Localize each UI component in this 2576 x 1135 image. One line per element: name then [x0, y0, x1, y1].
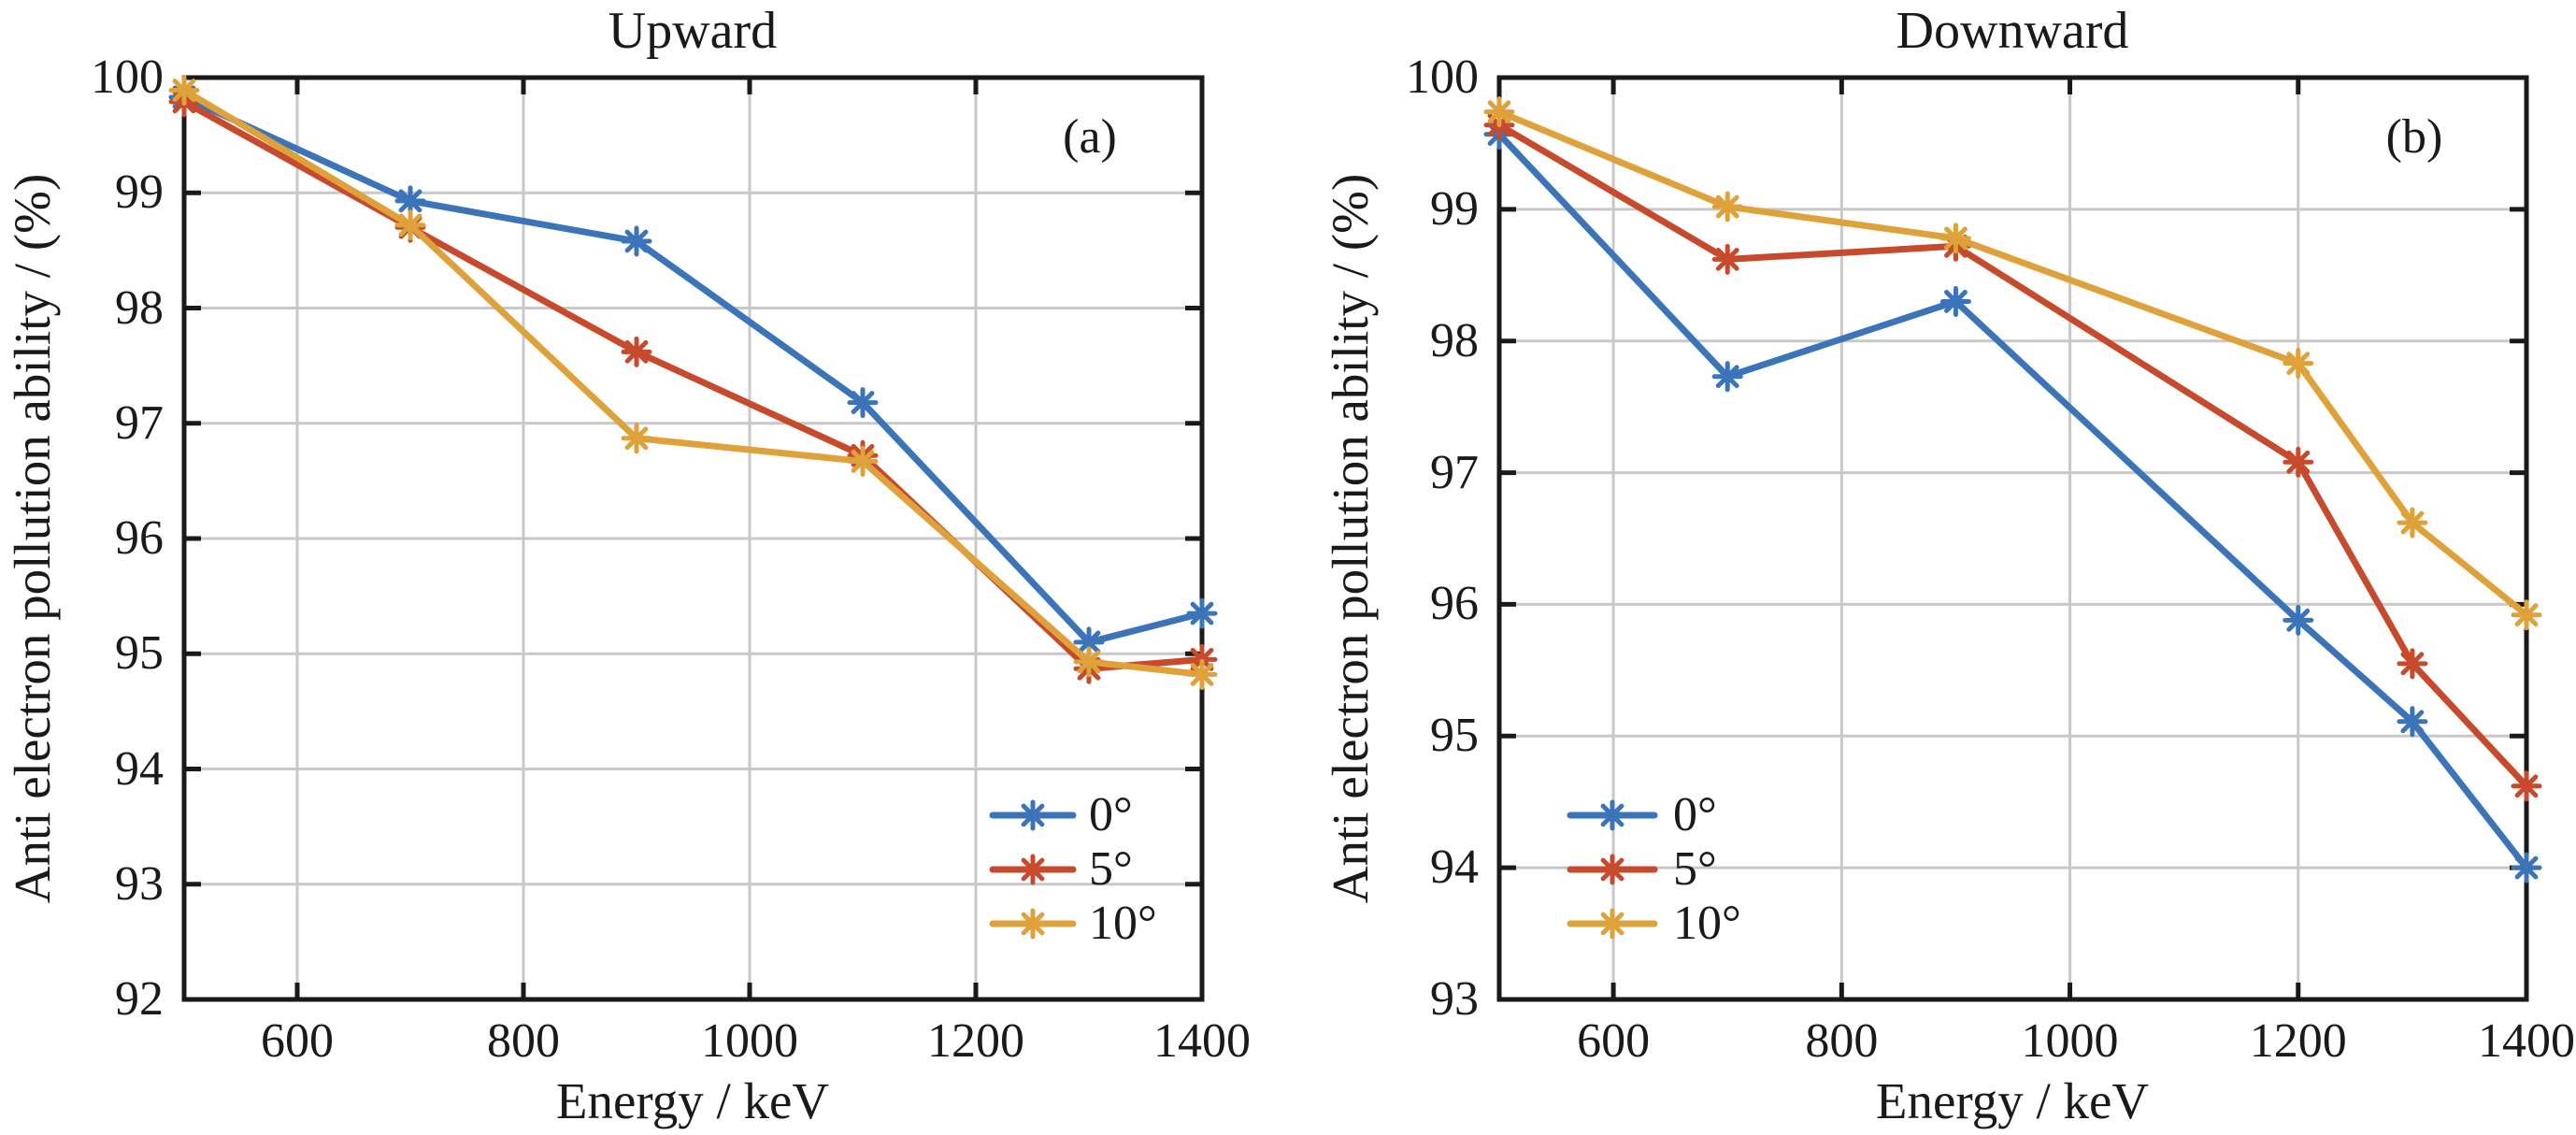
series-line-0deg: [1496, 131, 2530, 871]
x-tick-label: 800: [487, 1014, 560, 1068]
legend-label-0deg: 0°: [1673, 788, 1717, 841]
legend-marker-5deg: [1017, 854, 1049, 885]
y-tick-label: 92: [115, 972, 164, 1026]
y-tick-label: 94: [115, 741, 164, 796]
axes-box: [1496, 75, 2529, 1002]
x-tick-label: 1400: [2478, 1014, 2575, 1068]
series-markers-0deg: [1483, 119, 2542, 884]
panel-letter-label: (a): [1063, 110, 1117, 164]
legend-marker-5deg: [1596, 854, 1628, 885]
y-tick-label: 97: [1430, 445, 1479, 499]
y-tick-label: 100: [1406, 50, 1479, 104]
legend-label-5deg: 5°: [1089, 842, 1133, 896]
y-tick-label: 93: [1430, 972, 1479, 1026]
axis-label-x: Energy / keV: [555, 1072, 830, 1129]
y-tick-label: 93: [115, 856, 164, 911]
legend-marker-0deg: [1596, 799, 1628, 831]
x-tick-label: 600: [261, 1014, 334, 1068]
y-tick-label: 94: [1430, 840, 1479, 895]
y-tick-label: 95: [1430, 709, 1479, 763]
axis-label-y: Anti electron pollution ability / (%): [4, 173, 61, 904]
axis-label-x: Energy / keV: [1875, 1072, 2150, 1129]
panel-downward: [1483, 75, 2542, 1002]
y-tick-label: 96: [115, 511, 164, 565]
x-tick-label: 800: [1805, 1014, 1879, 1068]
y-tick-label: 95: [115, 626, 164, 681]
legend-label-0deg: 0°: [1089, 788, 1133, 841]
legend-label-5deg: 5°: [1673, 842, 1717, 896]
x-tick-label: 1400: [1153, 1014, 1251, 1068]
y-tick-label: 98: [1430, 313, 1479, 367]
y-tick-label: 99: [1430, 181, 1479, 236]
series-line-10deg: [1496, 108, 2530, 619]
series-markers-10deg: [168, 75, 1218, 690]
series-line-0deg: [180, 93, 1206, 646]
series-line-5deg: [1496, 122, 2530, 790]
y-tick-label: 96: [1430, 577, 1479, 631]
axis-label-y: Anti electron pollution ability / (%): [1322, 173, 1379, 904]
series-markers-0deg: [168, 81, 1218, 658]
panel-title: Downward: [1896, 2, 2129, 60]
series-line-5deg: [180, 98, 1206, 672]
panel-upward: [168, 75, 1218, 1002]
y-tick-label: 99: [115, 165, 164, 220]
series-line-10deg: [180, 87, 1206, 678]
legend-label-10deg: 10°: [1089, 897, 1157, 950]
legend-marker-10deg: [1596, 908, 1628, 940]
y-tick-label: 98: [115, 280, 164, 335]
legend-marker-0deg: [1017, 799, 1049, 831]
legend-marker-10deg: [1017, 908, 1049, 940]
x-tick-label: 1200: [927, 1014, 1024, 1068]
series-markers-10deg: [1483, 96, 2542, 631]
x-tick-label: 600: [1577, 1014, 1651, 1068]
panel-letter-label: (b): [2385, 110, 2443, 164]
y-tick-label: 100: [91, 50, 164, 104]
y-tick-label: 97: [115, 395, 164, 450]
x-tick-label: 1000: [701, 1014, 798, 1068]
x-tick-label: 1200: [2249, 1014, 2347, 1068]
x-tick-label: 1000: [2021, 1014, 2119, 1068]
legend-label-10deg: 10°: [1673, 897, 1741, 950]
panel-title: Upward: [608, 2, 778, 60]
